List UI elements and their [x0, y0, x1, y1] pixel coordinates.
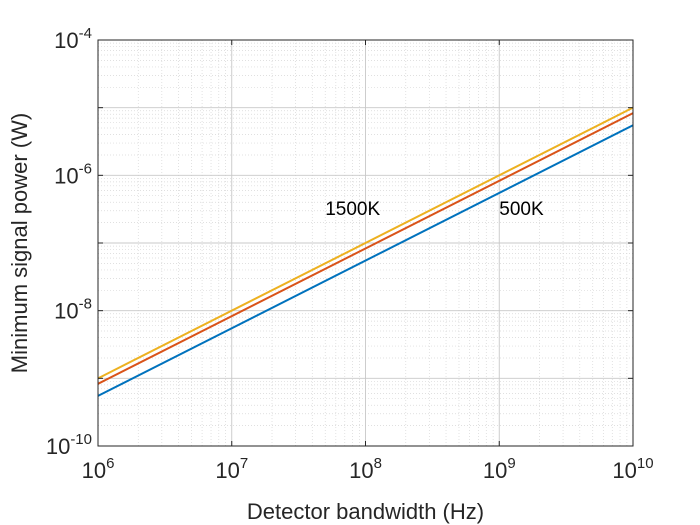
y-axis-label: Minimum signal power (W)	[7, 113, 32, 373]
series-line-3	[97, 106, 634, 380]
series-line-2	[97, 112, 634, 385]
x-tick-label: 108	[349, 455, 382, 483]
y-tick-label: 10-6	[54, 160, 92, 188]
series-layer	[97, 106, 634, 397]
x-tick-label: 107	[215, 455, 248, 483]
annotation-1: 1500K	[325, 199, 380, 220]
x-tick-label: 109	[483, 455, 516, 483]
y-tick-label: 10-8	[54, 296, 92, 324]
x-tick-label: 106	[82, 455, 115, 483]
y-tick-label: 10-4	[54, 25, 92, 53]
x-tick-label: 1010	[612, 455, 653, 483]
annotation-2: 500K	[499, 199, 544, 220]
x-axis-label: Detector bandwidth (Hz)	[247, 499, 484, 524]
tick-layer	[97, 39, 634, 447]
series-line-1	[97, 124, 634, 397]
y-tick-label: 10-10	[46, 431, 92, 459]
label-layer: 106 107 108 109 1010 10-10 10-8 10-6 10-4 1500K 50…	[46, 25, 654, 483]
